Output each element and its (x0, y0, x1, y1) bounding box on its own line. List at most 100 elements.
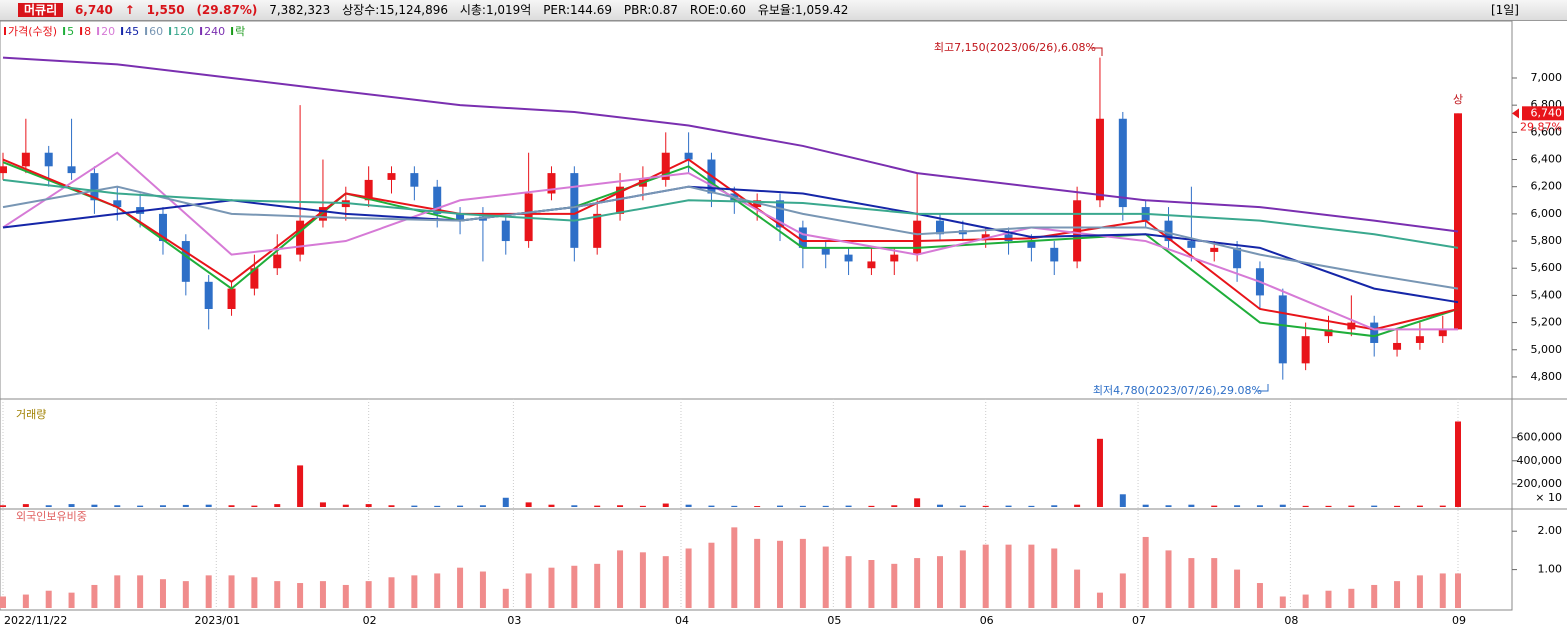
low-annotation: 최저4,780(2023/07/26),29.08% (1093, 384, 1262, 397)
candle-body (44, 152, 53, 167)
volume-title: 거래량 (16, 408, 46, 421)
bar (594, 563, 601, 608)
candle-body (158, 213, 167, 242)
bar (1119, 573, 1126, 608)
bar (845, 505, 852, 507)
bar (1279, 596, 1286, 608)
candle-body (204, 281, 213, 309)
candle-body (113, 200, 122, 208)
candle-body (890, 254, 899, 262)
candle-body (981, 234, 990, 239)
bar (1005, 505, 1012, 507)
candle-body (21, 152, 30, 167)
bar (22, 594, 29, 608)
bar (1188, 558, 1195, 608)
candle-body (1393, 342, 1402, 350)
bar (1051, 548, 1058, 608)
candle-body (433, 186, 442, 214)
candle-body (364, 179, 373, 201)
candle-body (821, 247, 830, 255)
reserve: 유보율:1,059.42 (757, 3, 849, 17)
bar (548, 504, 555, 507)
bar (754, 538, 761, 608)
moving-average (2, 161, 1459, 338)
bar (1211, 505, 1218, 507)
bar (777, 505, 784, 507)
bar (342, 504, 349, 507)
bar (1142, 536, 1149, 608)
bar (251, 505, 258, 507)
legend-entry: 240 (204, 25, 225, 38)
legend-swatch (80, 27, 83, 35)
candle-body (67, 166, 76, 174)
bar (594, 505, 601, 507)
candle-body (661, 152, 670, 180)
bar (1394, 581, 1401, 608)
candle-body (1278, 295, 1287, 364)
bar (1279, 504, 1286, 507)
y-tick-label: 4,800 (1531, 370, 1563, 383)
bar (1302, 505, 1309, 507)
x-tick-label: 07 (1132, 614, 1146, 627)
bar (1416, 575, 1423, 608)
bar (365, 581, 372, 608)
bar (228, 575, 235, 608)
candle-body (1164, 220, 1173, 242)
bar (159, 579, 166, 608)
bar (1256, 505, 1263, 507)
x-tick-label: 09 (1452, 614, 1466, 627)
bar (182, 581, 189, 608)
y-tick-label: 600,000 (1517, 431, 1563, 444)
volume-unit: × 10 (1535, 491, 1562, 504)
bar (159, 505, 166, 507)
bar (1439, 505, 1446, 507)
legend-entry: 120 (173, 25, 194, 38)
bar (1234, 569, 1241, 608)
legend-swatch (169, 27, 172, 35)
candle-body (776, 200, 785, 228)
candle-body (616, 186, 625, 214)
candle-body (798, 227, 807, 248)
bar (662, 503, 669, 507)
legend-entry: 5 (67, 25, 74, 38)
bar (1028, 544, 1035, 608)
bar (731, 527, 738, 608)
bar (891, 563, 898, 608)
bar (137, 575, 144, 608)
candle-body (1004, 234, 1013, 242)
candle-body (1233, 247, 1242, 269)
bar (731, 505, 738, 507)
period[interactable]: [1일] (1490, 3, 1519, 17)
bar (91, 584, 98, 608)
bar (45, 505, 52, 507)
foreign-title: 외국인보유비중 (16, 510, 87, 523)
candle-body (250, 268, 259, 289)
shares: 상장수:15,124,896 (342, 3, 448, 17)
bar (685, 504, 692, 507)
candle-body (1415, 336, 1424, 343)
bar (1394, 505, 1401, 507)
bar (434, 505, 441, 507)
bar (1165, 550, 1172, 608)
x-tick-label: 2023/01 (194, 614, 240, 627)
candle-body (570, 173, 579, 248)
bar (365, 504, 372, 507)
stock-name: 머큐리 (18, 3, 64, 17)
bar (868, 560, 875, 608)
bar (1256, 583, 1263, 608)
y-tick-label: 1.00 (1538, 563, 1563, 576)
y-tick-label: 5,800 (1531, 234, 1563, 247)
bar (936, 556, 943, 608)
bar (1234, 505, 1241, 507)
y-tick-label: 6,600 (1531, 125, 1563, 138)
candle-body (1027, 241, 1036, 248)
bar (959, 505, 966, 507)
bar (754, 506, 761, 507)
bar (617, 505, 624, 507)
candle-body (867, 261, 876, 269)
candle-body (913, 220, 922, 255)
bar (1325, 505, 1332, 507)
bar (1348, 588, 1355, 608)
change: 1,550 (146, 3, 185, 17)
